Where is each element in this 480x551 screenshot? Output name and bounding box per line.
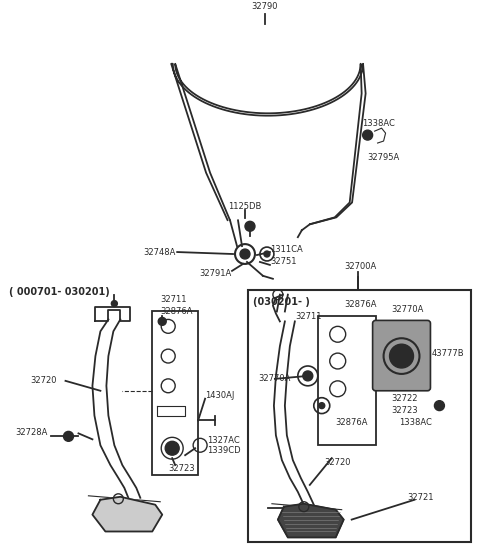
Text: ( 000701- 030201): ( 000701- 030201) bbox=[9, 287, 109, 296]
Bar bbox=[318, 316, 376, 445]
Circle shape bbox=[165, 441, 179, 455]
Circle shape bbox=[390, 344, 413, 368]
Text: 32876A: 32876A bbox=[345, 300, 377, 309]
Circle shape bbox=[303, 371, 313, 381]
Text: 32721: 32721 bbox=[408, 493, 434, 503]
Text: 32751: 32751 bbox=[270, 257, 297, 267]
Text: 32722: 32722 bbox=[392, 394, 418, 403]
Text: 1339CD: 1339CD bbox=[207, 446, 241, 455]
Text: (030201- ): (030201- ) bbox=[253, 296, 310, 306]
Circle shape bbox=[363, 130, 372, 140]
Circle shape bbox=[63, 431, 73, 441]
Circle shape bbox=[158, 317, 166, 325]
Circle shape bbox=[240, 249, 250, 259]
Text: 32723: 32723 bbox=[168, 463, 195, 473]
Text: 32700A: 32700A bbox=[345, 262, 377, 272]
Polygon shape bbox=[93, 497, 162, 532]
Text: 32795A: 32795A bbox=[368, 153, 400, 163]
FancyBboxPatch shape bbox=[372, 321, 431, 391]
Text: 1125DB: 1125DB bbox=[228, 202, 262, 211]
Text: 32723: 32723 bbox=[392, 406, 418, 415]
Polygon shape bbox=[278, 504, 344, 537]
Circle shape bbox=[434, 401, 444, 410]
Text: 32720: 32720 bbox=[325, 458, 351, 467]
Text: 32876A: 32876A bbox=[160, 307, 193, 316]
Bar bbox=[248, 290, 471, 542]
Text: 1338AC: 1338AC bbox=[399, 418, 432, 427]
Text: 32876A: 32876A bbox=[336, 418, 368, 427]
Text: 32728A: 32728A bbox=[16, 428, 48, 437]
Bar bbox=[152, 311, 198, 475]
Text: 1311CA: 1311CA bbox=[270, 245, 303, 253]
Text: 32791A: 32791A bbox=[199, 269, 231, 278]
Text: 43777B: 43777B bbox=[432, 349, 464, 358]
Circle shape bbox=[319, 403, 325, 409]
Text: 32770A: 32770A bbox=[258, 374, 290, 383]
Text: 32748A: 32748A bbox=[143, 247, 175, 257]
Circle shape bbox=[264, 251, 270, 257]
Text: 32711: 32711 bbox=[160, 295, 187, 304]
Circle shape bbox=[245, 222, 255, 231]
Circle shape bbox=[111, 301, 117, 306]
Text: 32770A: 32770A bbox=[392, 305, 424, 314]
Text: 1338AC: 1338AC bbox=[361, 118, 395, 128]
Text: 1327AC: 1327AC bbox=[207, 436, 240, 445]
Text: 1430AJ: 1430AJ bbox=[205, 391, 234, 400]
Text: 32790: 32790 bbox=[252, 2, 278, 11]
Text: 32711: 32711 bbox=[295, 312, 321, 321]
Text: 32720: 32720 bbox=[31, 376, 57, 385]
